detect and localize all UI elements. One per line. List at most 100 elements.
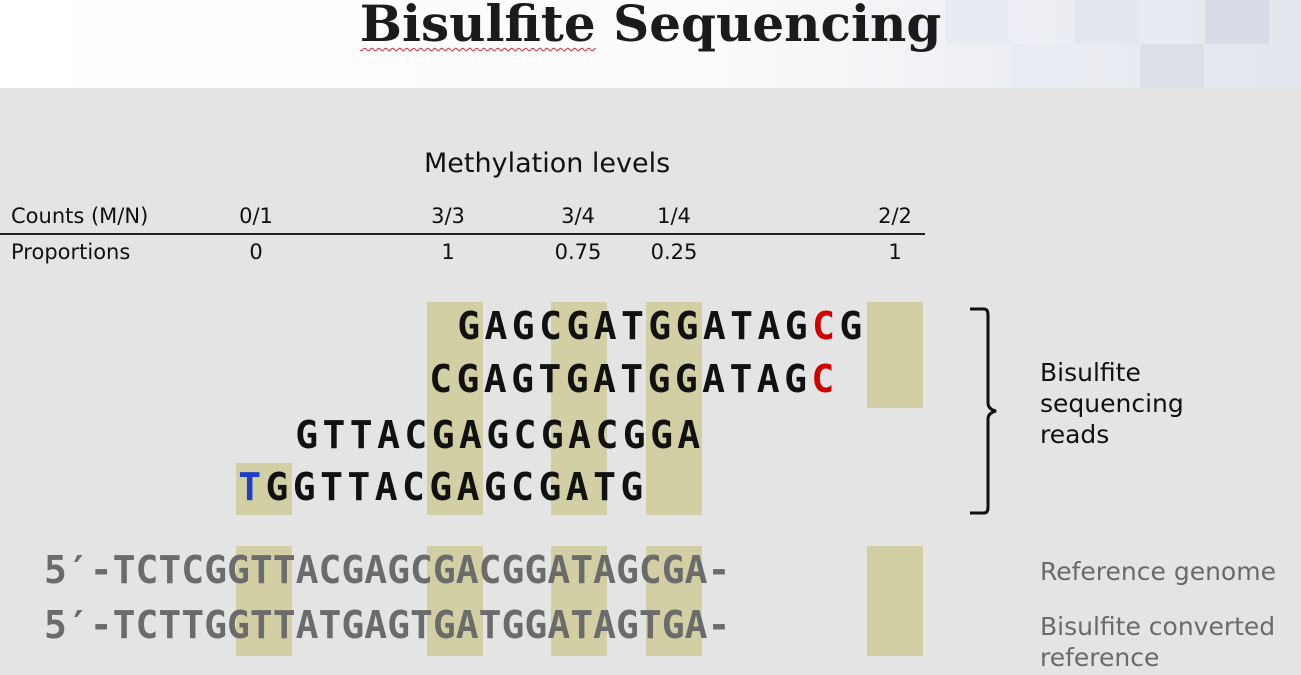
base: G (456, 357, 480, 401)
base: A (458, 413, 482, 457)
title-word-sequencing: Sequencing (613, 0, 942, 53)
base: T (320, 465, 343, 509)
proportion-value: 0.25 (650, 240, 698, 264)
base: G (483, 465, 507, 509)
base: G (457, 304, 481, 348)
count-value: 3/4 (561, 204, 595, 228)
cpg-highlight (427, 546, 483, 656)
proportion-value: 1 (441, 240, 455, 264)
base: G (538, 465, 562, 509)
cpg-highlight (551, 546, 607, 656)
base: A (483, 357, 507, 401)
base: C (429, 357, 453, 401)
slide-header: Bisulfite Sequencing (0, 0, 1301, 88)
base: G (622, 413, 646, 457)
count-value: 1/4 (657, 204, 691, 228)
base: A (593, 304, 617, 348)
base: G (647, 357, 671, 401)
base: T (730, 304, 754, 348)
decorative-tile (1075, 0, 1139, 44)
count-value: 0/1 (239, 204, 273, 228)
base: A (377, 413, 400, 457)
cpg-highlight (427, 302, 483, 515)
base: G (784, 304, 808, 348)
base: T (593, 465, 616, 509)
proportion-value: 1 (888, 240, 902, 264)
base: A (374, 465, 398, 509)
base: C (511, 465, 535, 509)
proportion-value: 0 (249, 240, 263, 264)
base: G (650, 413, 673, 457)
base: G (511, 357, 534, 401)
base: A (677, 413, 701, 457)
base: T (347, 465, 371, 509)
base: T (322, 413, 346, 457)
proportions-label: Proportions (11, 240, 131, 264)
base: C (812, 304, 835, 348)
cpg-highlight (236, 463, 292, 515)
cpg-highlight (646, 302, 702, 515)
base: C (811, 357, 835, 401)
converted-reference-sequence: 5′-TCTTGGTTATGAGTGATGGATAGTGA- (44, 603, 731, 647)
reads-label-line: sequencing (1040, 389, 1184, 418)
base: A (565, 465, 589, 509)
base: G (292, 465, 316, 509)
proportion-value: 0.75 (554, 240, 602, 264)
base: G (486, 413, 510, 457)
base: G (295, 413, 319, 457)
base: C (595, 413, 619, 457)
base: C (539, 304, 562, 348)
count-value: 3/3 (431, 204, 465, 228)
reads-label-line: reads (1040, 420, 1110, 449)
base: A (702, 304, 726, 348)
cpg-highlight (236, 546, 292, 656)
base: G (511, 304, 535, 348)
base: C (404, 413, 428, 457)
table-divider (0, 233, 925, 235)
base: G (540, 413, 564, 457)
counts-label: Counts (M/N) (11, 204, 149, 228)
base: C (513, 413, 537, 457)
cpg-highlight (551, 302, 607, 515)
base: G (565, 357, 589, 401)
base: A (592, 357, 616, 401)
reads-bracket (970, 307, 997, 515)
base: T (620, 304, 644, 348)
base: T (729, 357, 753, 401)
base: G (431, 413, 455, 457)
decorative-tile (1140, 44, 1204, 88)
base: G (566, 304, 590, 348)
cpg-highlight (867, 302, 923, 408)
title-word-bisulfite: Bisulfite (359, 0, 596, 53)
base: G (675, 304, 699, 348)
base: T (620, 357, 644, 401)
cpg-highlight (646, 546, 702, 656)
base: A (756, 357, 780, 401)
base: C (401, 465, 425, 509)
base: G (265, 465, 289, 509)
base: A (484, 304, 508, 348)
base: A (456, 465, 480, 509)
reference-genome-label: Reference genome (1040, 557, 1276, 586)
base: A (568, 413, 592, 457)
decorative-tile (945, 0, 1009, 44)
count-value: 2/2 (878, 204, 912, 228)
converted-reference-label: Bisulfite converted reference (1040, 611, 1275, 673)
cpg-highlight (867, 546, 923, 656)
base: G (429, 465, 453, 509)
converted-label-line: Bisulfite converted (1040, 612, 1276, 641)
base: A (702, 357, 726, 401)
base: T (238, 465, 262, 509)
slide-title: Bisulfite Sequencing (0, 0, 1301, 53)
reads-label: Bisulfite sequencing reads (1040, 357, 1184, 450)
reads-label-line: Bisulfite (1040, 358, 1141, 387)
base: A (757, 304, 781, 348)
methylation-levels-heading: Methylation levels (424, 148, 671, 179)
decorative-tile (1010, 44, 1074, 88)
base: G (784, 357, 807, 401)
base: G (839, 304, 863, 348)
